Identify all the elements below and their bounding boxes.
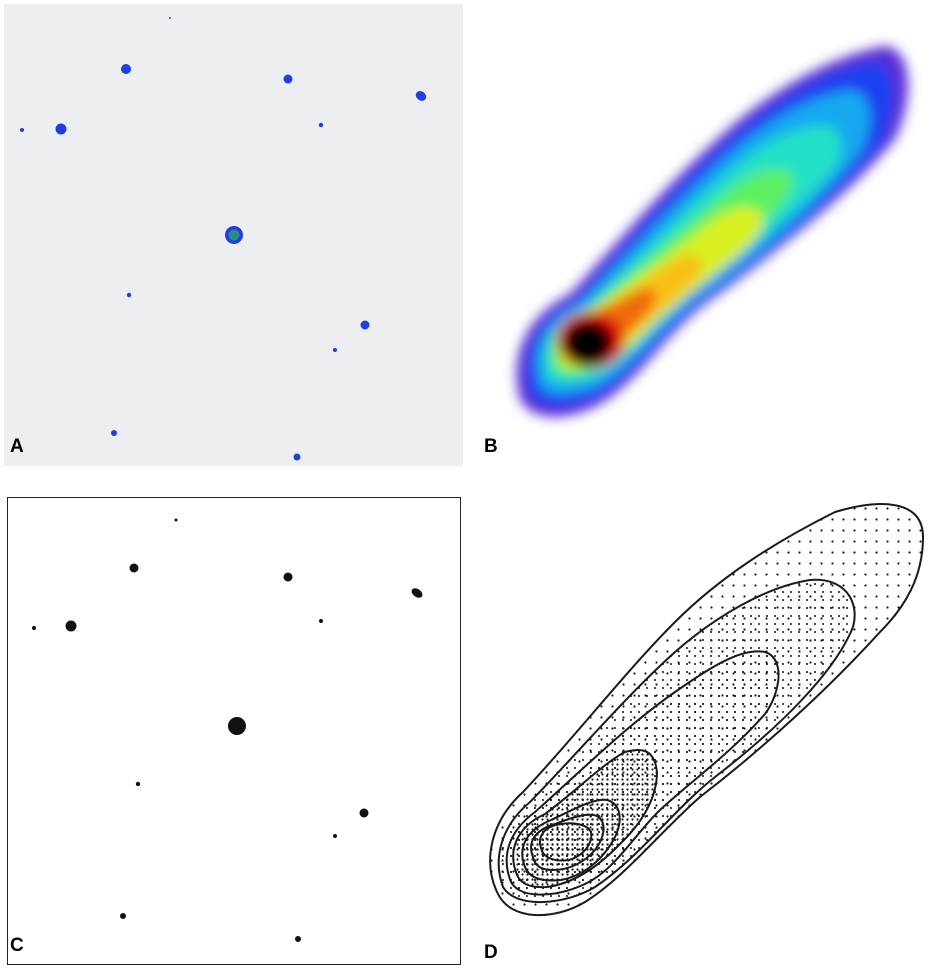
spot	[360, 320, 370, 330]
contour-7	[539, 822, 593, 862]
spot	[55, 123, 67, 135]
panel-a-spot-image: A	[4, 4, 463, 466]
spot	[283, 74, 293, 84]
spot	[228, 717, 246, 735]
spot	[111, 430, 117, 436]
density-peak	[563, 320, 613, 366]
panel-c-canvas	[32, 518, 423, 942]
panel-label-b: B	[484, 436, 498, 457]
panel-d-contour-plot: D	[475, 492, 935, 972]
spot	[295, 936, 301, 942]
spot	[135, 781, 141, 787]
panel-c-spot-image: C	[7, 497, 461, 965]
spot	[126, 292, 132, 298]
spot	[283, 572, 293, 582]
panel-label-c: C	[10, 935, 24, 956]
panel-label-a: A	[10, 436, 24, 457]
spot	[129, 563, 139, 573]
spot	[318, 122, 324, 128]
panel-a-canvas	[20, 17, 427, 461]
panel-d-canvas	[489, 503, 924, 917]
spot	[319, 619, 323, 623]
panel-b-canvas	[516, 46, 909, 417]
spot	[333, 348, 337, 352]
spot	[32, 626, 36, 630]
panel-b-heatmap: B	[475, 4, 935, 466]
panel-label-d: D	[484, 942, 498, 963]
spot	[359, 808, 369, 818]
spot	[169, 17, 171, 19]
spot	[120, 913, 126, 919]
spot	[121, 64, 131, 74]
spot	[411, 588, 423, 598]
spot-center	[228, 229, 240, 241]
spot	[333, 834, 337, 838]
spot	[65, 620, 77, 632]
spot	[415, 91, 427, 101]
spot	[293, 453, 301, 461]
spot	[174, 518, 178, 522]
spot	[20, 128, 24, 132]
